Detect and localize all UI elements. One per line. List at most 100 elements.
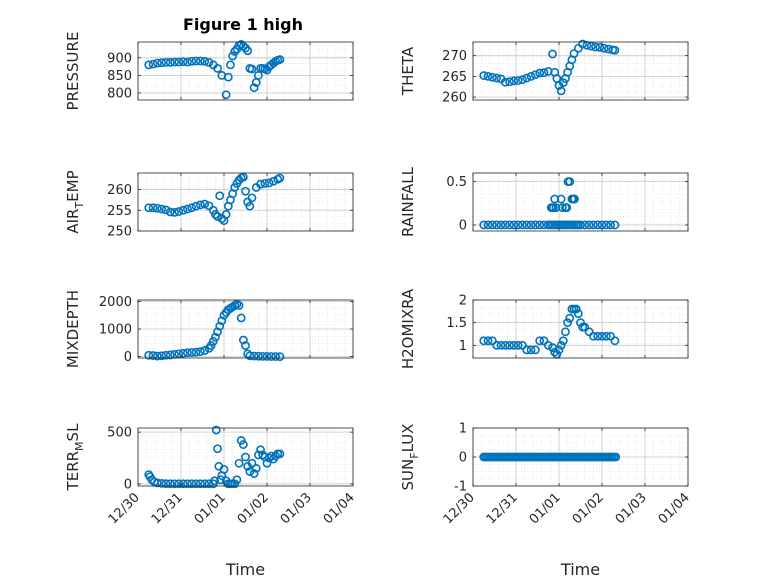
data-point [492, 220, 502, 230]
data-point [595, 42, 605, 52]
data-point [161, 205, 171, 215]
data-point [256, 445, 265, 455]
subplot-2: 260 265 270 THETA [399, 39, 689, 106]
data-point [513, 220, 523, 230]
data-point [221, 90, 231, 100]
data-point [262, 351, 272, 361]
data-point [157, 204, 167, 214]
data-point [245, 201, 255, 211]
data-point [606, 220, 615, 230]
y-tick-label: 0.5 [446, 175, 467, 190]
data-point [589, 220, 598, 230]
y-tick-label: 0 [459, 451, 467, 466]
data-point [479, 220, 489, 230]
data-point [165, 57, 175, 67]
y-tick-label: 1000 [99, 323, 132, 338]
data-point [174, 207, 184, 216]
data-point [558, 336, 568, 346]
data-point [505, 77, 514, 87]
data-point [530, 70, 540, 80]
data-point [183, 479, 192, 489]
data-point [232, 475, 242, 485]
data-point [584, 220, 594, 230]
minor-grid [137, 172, 354, 232]
data-point [573, 43, 583, 53]
data-point [562, 203, 572, 213]
y-tick-label: 270 [442, 49, 467, 64]
data-point [487, 220, 497, 230]
data-points [479, 452, 621, 462]
data-point [148, 351, 158, 360]
data-point [226, 60, 235, 70]
figure-title: Figure 1 high [183, 15, 303, 34]
data-points [144, 425, 285, 489]
data-point [241, 341, 250, 350]
data-point [144, 350, 154, 360]
data-point [170, 57, 179, 67]
data-point [535, 336, 545, 346]
data-point [569, 49, 579, 58]
data-point [148, 203, 158, 213]
data-point [275, 173, 285, 183]
data-point [223, 72, 233, 82]
data-point [556, 194, 566, 204]
data-point [535, 68, 545, 78]
data-point [211, 425, 221, 435]
data-point [591, 42, 600, 52]
data-points [479, 39, 620, 96]
data-point [610, 45, 620, 55]
data-point [260, 178, 270, 188]
data-point [152, 351, 162, 361]
data-point [152, 203, 162, 213]
data-point [187, 203, 197, 213]
data-point [247, 458, 257, 468]
data-point [178, 348, 188, 358]
data-point [492, 340, 502, 350]
data-point [234, 458, 244, 468]
data-point [509, 76, 519, 86]
data-point [539, 68, 549, 78]
data-point [152, 58, 162, 68]
minor-grid [137, 41, 354, 101]
data-point [526, 220, 536, 230]
y-tick-label: 900 [107, 51, 132, 66]
y-tick-label: 1 [459, 422, 467, 437]
data-point [597, 331, 607, 341]
data-points [479, 177, 620, 230]
subplot-3: 250 255 260 AIRTEMP [64, 170, 354, 240]
data-point [219, 465, 229, 474]
subplot-6: 1 1.5 2 H2OMIXRA [399, 288, 689, 369]
data-point [178, 57, 188, 67]
data-point [178, 205, 188, 215]
data-point [530, 345, 540, 355]
data-point [558, 203, 567, 213]
data-point [236, 313, 246, 323]
major-grid [137, 173, 354, 232]
data-point [170, 479, 179, 489]
data-point [161, 350, 171, 360]
data-point [610, 220, 620, 230]
data-point [238, 440, 248, 449]
data-point [228, 51, 237, 61]
data-point [513, 340, 523, 350]
data-point [565, 177, 575, 187]
data-point [593, 331, 603, 341]
data-point [487, 72, 497, 82]
y-axis-label: TERRMSL [64, 423, 86, 492]
data-point [535, 220, 545, 230]
data-point [238, 41, 248, 51]
subplot-1: 800 850 900 PRESSURE [64, 32, 354, 110]
data-point [570, 194, 579, 204]
data-point [556, 86, 566, 96]
data-point [165, 207, 175, 217]
x-tick-label: 12/31 [484, 490, 521, 527]
data-point [601, 220, 611, 230]
data-point [262, 458, 272, 468]
data-point [247, 193, 257, 203]
data-point [251, 463, 261, 473]
data-point [530, 220, 540, 230]
data-point [200, 479, 210, 489]
data-point [578, 39, 588, 49]
data-point [573, 309, 583, 318]
subplot-5: 0 1000 2000 MIXDEPTH [64, 290, 354, 368]
